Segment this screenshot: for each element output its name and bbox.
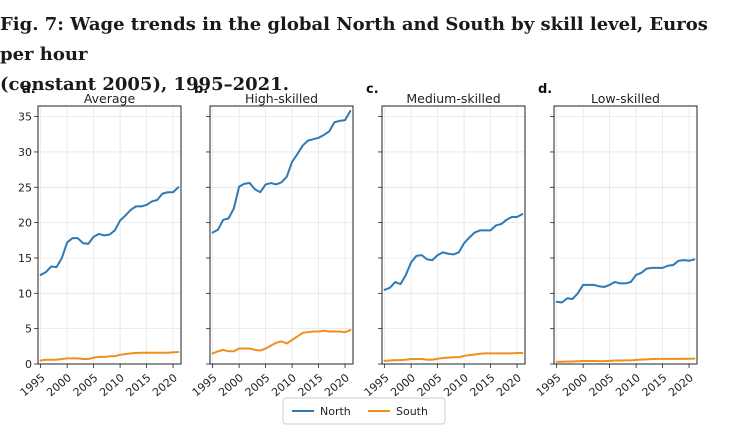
panel-letter: d. — [538, 82, 552, 97]
panel-title: Low-skilled — [591, 91, 660, 106]
figure-title-line-2: (constant 2005), 1995–2021. — [0, 74, 289, 95]
x-tick-label: 2010 — [441, 371, 471, 399]
x-tick-label: 2005 — [243, 371, 273, 399]
y-tick-label: 35 — [18, 111, 32, 124]
panel-letter: b. — [194, 82, 208, 97]
x-tick-label: 2020 — [322, 371, 352, 399]
y-tick-label: 25 — [18, 181, 32, 194]
x-tick-label: 2010 — [613, 371, 643, 399]
x-tick-label: 2020 — [150, 371, 180, 399]
legend-label-north: North — [320, 405, 351, 418]
x-tick-label: 2020 — [494, 371, 524, 399]
y-tick-label: 30 — [18, 146, 32, 159]
panel-title: Average — [84, 91, 136, 106]
figure-title-line-1: Fig. 7: Wage trends in the global North … — [0, 14, 708, 65]
panel-title: Medium-skilled — [406, 91, 500, 106]
x-tick-label: 2000 — [44, 371, 74, 399]
x-tick-label: 2005 — [71, 371, 101, 399]
x-tick-label: 2005 — [415, 371, 445, 399]
x-tick-label: 2015 — [468, 371, 498, 399]
plot-frame — [37, 105, 182, 365]
series-line-south — [39, 350, 180, 362]
series-line-south — [555, 357, 696, 363]
x-tick-label: 2005 — [587, 371, 617, 399]
panel-title: High-skilled — [245, 91, 318, 106]
legend-label-south: South — [396, 405, 428, 418]
x-tick-label: 2020 — [666, 371, 696, 399]
x-tick-label: 2000 — [216, 371, 246, 399]
panel-letter: a. — [22, 82, 36, 97]
x-tick-label: 1995 — [18, 371, 48, 399]
series-line-north — [555, 258, 696, 304]
figure-title: Fig. 7: Wage trends in the global North … — [0, 10, 730, 100]
series-line-north — [383, 213, 524, 291]
legend: North South — [282, 397, 446, 425]
plot-frame — [553, 105, 698, 365]
x-tick-label: 1995 — [534, 371, 564, 399]
plot-frame — [209, 105, 354, 365]
x-tick-label: 1995 — [362, 371, 392, 399]
panel-letter: c. — [366, 82, 379, 97]
x-tick-label: 2010 — [97, 371, 127, 399]
y-tick-label: 15 — [18, 252, 32, 265]
series-line-south — [383, 352, 524, 362]
series-line-south — [211, 329, 352, 355]
y-tick-label: 5 — [25, 323, 32, 336]
x-tick-label: 2000 — [560, 371, 590, 399]
legend-box — [282, 397, 446, 425]
y-tick-label: 20 — [18, 217, 32, 230]
series-line-north — [211, 109, 352, 234]
plot-frame — [381, 105, 526, 365]
y-tick-label: 10 — [18, 287, 32, 300]
x-tick-label: 2000 — [388, 371, 418, 399]
series-line-north — [39, 186, 180, 276]
x-tick-label: 2015 — [296, 371, 326, 399]
x-tick-label: 2015 — [640, 371, 670, 399]
x-tick-label: 2010 — [269, 371, 299, 399]
x-tick-label: 1995 — [190, 371, 220, 399]
y-tick-label: 0 — [25, 358, 32, 371]
x-tick-label: 2015 — [124, 371, 154, 399]
